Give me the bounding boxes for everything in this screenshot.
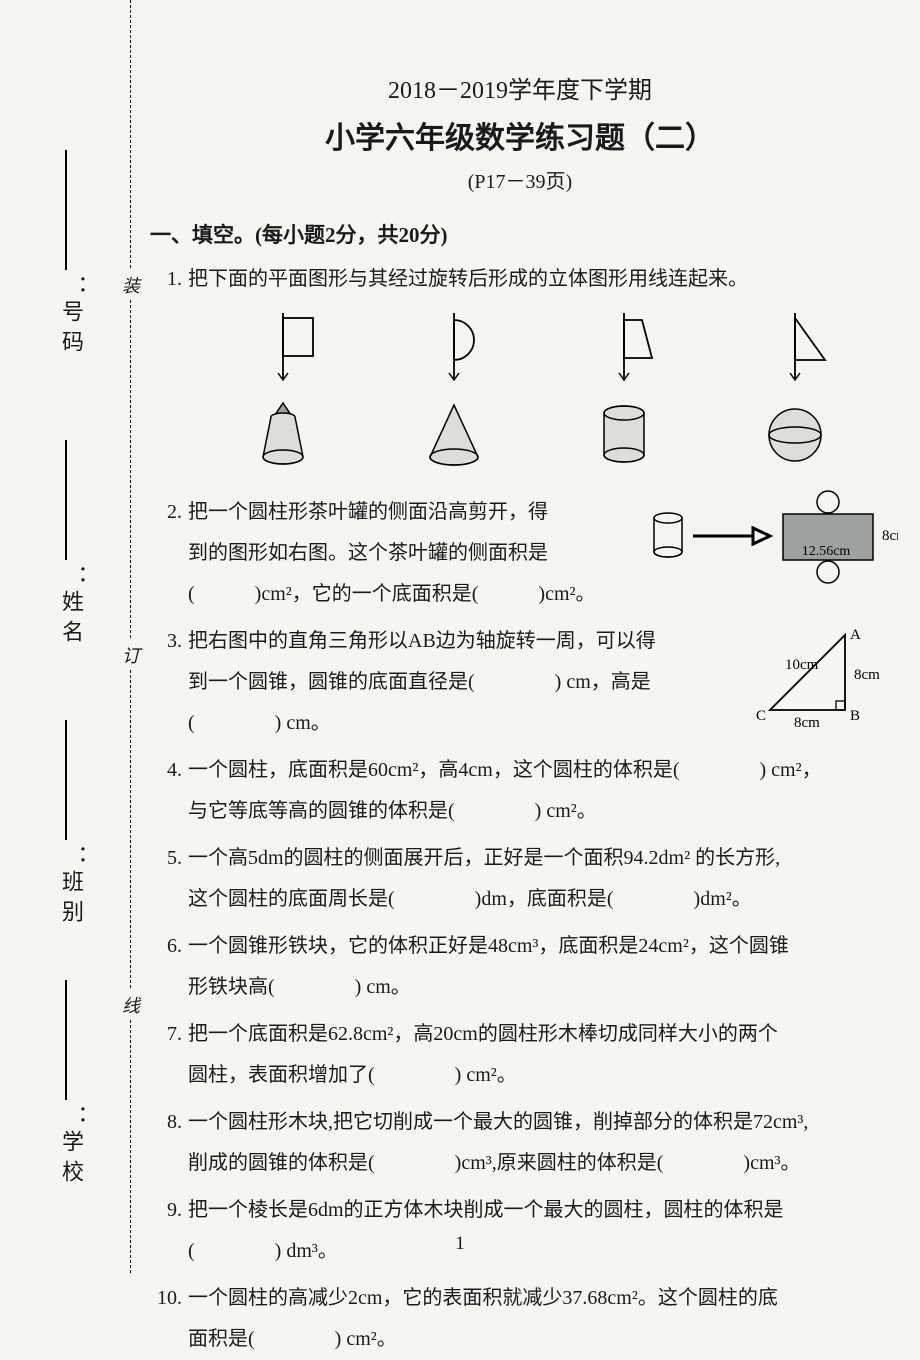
q4-l2: 与它等底等高的圆锥的体积是( ) cm²。 [188, 791, 890, 832]
questions: 1. 把下面的平面图形与其经过旋转后形成的立体图形用线连起来。 [150, 259, 890, 1360]
q6-l2: 形铁块高( ) cm。 [188, 967, 890, 1008]
fold-line [130, 0, 131, 1273]
question-6: 6. 一个圆锥形铁块，它的体积正好是48cm³，底面积是24cm²，这个圆锥 形… [150, 926, 890, 1008]
q3-hyp: 10cm [785, 657, 819, 673]
q9-l1: 把一个棱长是6dm的正方体木块削成一个最大的圆柱，圆柱的体积是 [188, 1190, 890, 1231]
margin-line-school [65, 980, 67, 1100]
q3-num: 3. [150, 621, 188, 744]
q3-a: 8cm [854, 667, 880, 683]
q3-B: B [850, 708, 860, 724]
q2-width-label: 12.56cm [802, 544, 851, 559]
section-title: 一、填空。(每小题2分，共20分) [150, 219, 890, 249]
binding-margin: 装 订 线 号码 ： 姓名 ： 班别 ： 学校 ： [0, 0, 150, 1273]
shape-rectangle-icon [243, 308, 323, 383]
margin-label-class: 班别 [55, 870, 87, 930]
q8-num: 8. [150, 1102, 188, 1184]
q9-num: 9. [150, 1190, 188, 1272]
question-3: 3. 把右图中的直角三角形以AB边为轴旋转一周，可以得 到一个圆锥，圆锥的底面直… [150, 621, 890, 744]
margin-label-school: 学校 [55, 1130, 87, 1190]
exam-header: 2018－2019学年度下学期 小学六年级数学练习题（二） (P17－39页) [150, 70, 890, 194]
question-10: 10. 一个圆柱的高减少2cm，它的表面积就减少37.68cm²。这个圆柱的底 … [150, 1278, 890, 1360]
question-7: 7. 把一个底面积是62.8cm²，高20cm的圆柱形木棒切成同样大小的两个 圆… [150, 1014, 890, 1096]
q8-l2: 削成的圆锥的体积是( )cm³,原来圆柱的体积是( )cm³。 [188, 1143, 890, 1184]
q8-l1: 一个圆柱形木块,把它切削成一个最大的圆锥，削掉部分的体积是72cm³, [188, 1102, 890, 1143]
q3-C: C [756, 708, 766, 724]
header-pages: (P17－39页) [150, 165, 890, 194]
margin-line-code [65, 150, 67, 270]
q10-l1: 一个圆柱的高减少2cm，它的表面积就减少37.68cm²。这个圆柱的底 [188, 1278, 890, 1319]
colon-code: ： [60, 275, 92, 297]
page-number: 1 [455, 1233, 465, 1255]
solid-cone-icon [414, 397, 494, 472]
solid-sphere-icon [755, 397, 835, 472]
shape-trapezoid-icon [584, 308, 664, 383]
fold-char-ding: 订 [122, 640, 140, 670]
shape-semicircle-icon [414, 308, 494, 383]
q2-num: 2. [150, 492, 188, 615]
solid-frustum-icon [243, 397, 323, 472]
colon-class: ： [60, 845, 92, 867]
question-4: 4. 一个圆柱，底面积是60cm²，高4cm，这个圆柱的体积是( ) cm²， … [150, 750, 890, 832]
margin-label-code: 号码 [55, 300, 87, 360]
q5-l1: 一个高5dm的圆柱的侧面展开后，正好是一个面积94.2dm² 的长方形, [188, 838, 890, 879]
question-1: 1. 把下面的平面图形与其经过旋转后形成的立体图形用线连起来。 [150, 259, 890, 486]
exam-page: 装 订 线 号码 ： 姓名 ： 班别 ： 学校 ： 2018－2019学年度下学… [0, 0, 920, 1273]
header-title: 小学六年级数学练习题（二） [150, 113, 890, 157]
q10-l2: 面积是( ) cm²。 [188, 1319, 890, 1360]
q1-row-3d [198, 397, 880, 472]
q2-height-label: 8cm [882, 528, 898, 544]
q7-l1: 把一个底面积是62.8cm²，高20cm的圆柱形木棒切成同样大小的两个 [188, 1014, 890, 1055]
question-2: 2. 把一个圆柱形茶叶罐的侧面沿高剪开，得 到的图形如右图。这个茶叶罐的侧面积是… [150, 492, 890, 615]
margin-label-name: 姓名 [55, 590, 87, 650]
q6-l1: 一个圆锥形铁块，它的体积正好是48cm³，底面积是24cm²，这个圆锥 [188, 926, 890, 967]
q2-figure: 12.56cm 8cm [638, 488, 898, 588]
q1-num: 1. [150, 259, 188, 486]
question-5: 5. 一个高5dm的圆柱的侧面展开后，正好是一个面积94.2dm² 的长方形, … [150, 838, 890, 920]
margin-line-name [65, 440, 67, 560]
q4-num: 4. [150, 750, 188, 832]
q3-b: 8cm [794, 715, 820, 731]
colon-name: ： [60, 565, 92, 587]
header-term: 2018－2019学年度下学期 [150, 70, 890, 105]
q1-row-2d [198, 308, 880, 383]
q5-num: 5. [150, 838, 188, 920]
q4-l1: 一个圆柱，底面积是60cm²，高4cm，这个圆柱的体积是( ) cm²， [188, 750, 890, 791]
q1-text: 把下面的平面图形与其经过旋转后形成的立体图形用线连起来。 [188, 259, 890, 300]
question-8: 8. 一个圆柱形木块,把它切削成一个最大的圆锥，削掉部分的体积是72cm³, 削… [150, 1102, 890, 1184]
q10-num: 10. [150, 1278, 188, 1360]
q3-A: A [850, 627, 861, 643]
colon-school: ： [60, 1105, 92, 1127]
fold-char-xian: 线 [122, 990, 140, 1020]
fold-char-zhuang: 装 [122, 270, 140, 300]
q7-l2: 圆柱，表面积增加了( ) cm²。 [188, 1055, 890, 1096]
q3-figure: A B C 10cm 8cm 8cm [730, 625, 880, 735]
q6-num: 6. [150, 926, 188, 1008]
q5-l2: 这个圆柱的底面周长是( )dm，底面积是( )dm²。 [188, 879, 890, 920]
margin-line-class [65, 720, 67, 840]
q7-num: 7. [150, 1014, 188, 1096]
q9-l2: ( ) dm³。 [188, 1231, 890, 1272]
question-9: 9. 把一个棱长是6dm的正方体木块削成一个最大的圆柱，圆柱的体积是 ( ) d… [150, 1190, 890, 1272]
shape-triangle-icon [755, 308, 835, 383]
solid-cylinder-icon [584, 397, 664, 472]
